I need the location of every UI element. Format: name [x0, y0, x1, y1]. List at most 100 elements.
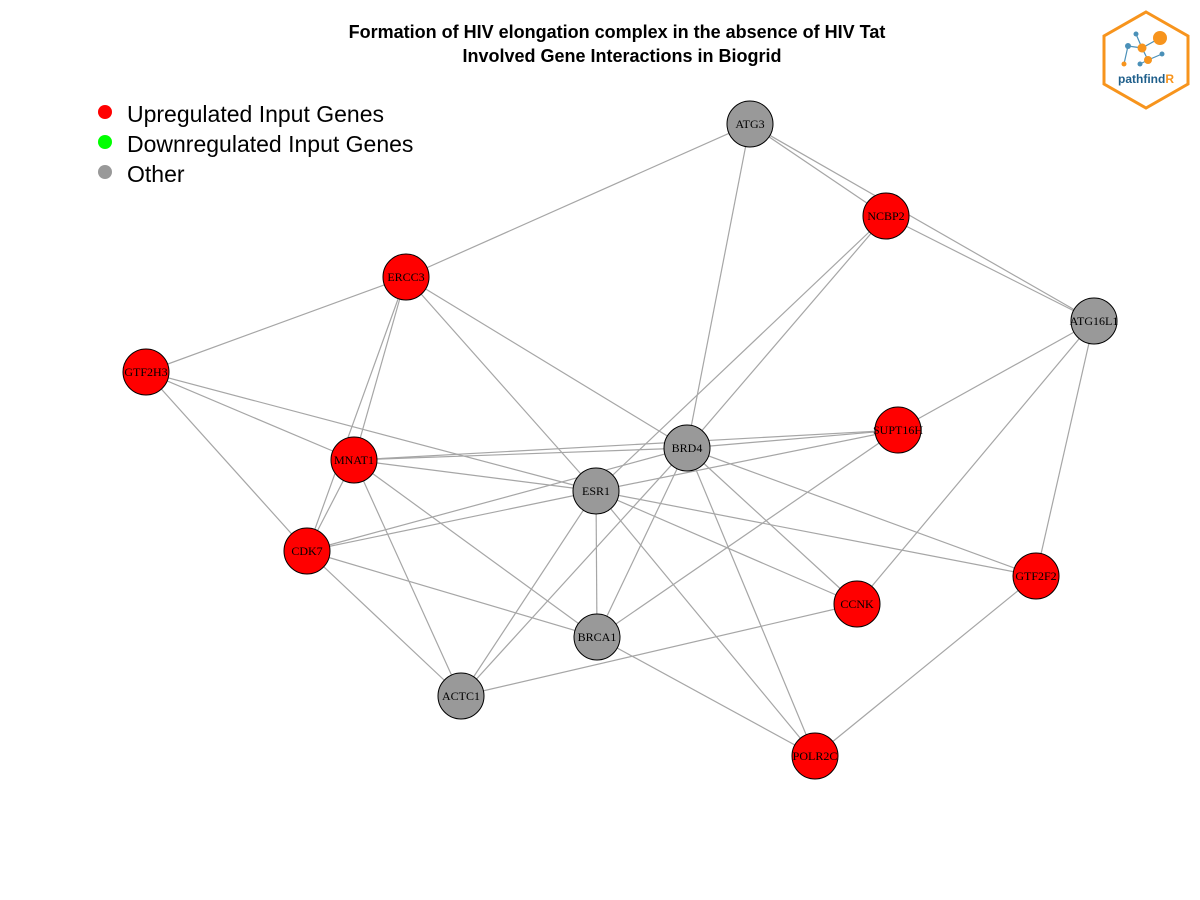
node-label: MNAT1: [334, 453, 374, 467]
node-circle[interactable]: [833, 580, 881, 628]
edge-esr1-brca1: [595, 490, 598, 638]
legend-swatch-upregulated: [98, 105, 112, 119]
node-circle[interactable]: [726, 100, 774, 148]
node-circle[interactable]: [382, 253, 430, 301]
edge-esr1-actc1: [460, 490, 597, 697]
node-circle[interactable]: [330, 436, 378, 484]
edge-ercc3-mnat1: [353, 276, 407, 461]
node-circle[interactable]: [791, 732, 839, 780]
node-atg16l1[interactable]: ATG16L1: [1070, 297, 1119, 345]
edge-brd4-actc1: [460, 447, 688, 697]
node-label: CDK7: [291, 544, 322, 558]
edge-atg3-ncbp2: [749, 123, 887, 217]
edge-ercc3-esr1: [405, 276, 597, 492]
node-actc1[interactable]: ACTC1: [437, 672, 485, 720]
legend-label-upregulated: Upregulated Input Genes: [127, 101, 384, 127]
node-circle[interactable]: [1070, 297, 1118, 345]
edge-mnat1-esr1: [353, 459, 597, 492]
edge-atg3-brd4: [686, 123, 751, 449]
edge-mnat1-supt16h: [353, 429, 899, 461]
legend: Upregulated Input Genes Downregulated In…: [98, 101, 413, 187]
edge-atg3-ercc3: [405, 123, 751, 278]
edge-ercc3-cdk7: [306, 276, 407, 552]
node-label: ATG3: [735, 117, 764, 131]
node-circle[interactable]: [572, 467, 620, 515]
edge-gtf2h3-mnat1: [145, 371, 355, 461]
edge-atg3-atg16l1: [749, 123, 1095, 322]
node-label: ACTC1: [442, 689, 480, 703]
nodes: ATG3 NCBP2 ERCC3 ATG16L1 GTF2H3 SUPT16H BRD4 MN…: [122, 100, 1119, 780]
node-circle[interactable]: [874, 406, 922, 454]
edge-ncbp2-brd4: [686, 215, 887, 449]
edge-brca1-polr2c: [596, 636, 816, 757]
node-brca1[interactable]: BRCA1: [573, 613, 621, 661]
edge-ncbp2-esr1: [595, 215, 887, 492]
node-label: NCBP2: [867, 209, 904, 223]
legend-swatch-other: [98, 165, 112, 179]
edge-cdk7-actc1: [306, 550, 462, 697]
logo-wordmark: pathfindR: [1118, 72, 1174, 86]
node-circle[interactable]: [437, 672, 485, 720]
node-label: BRD4: [672, 441, 703, 455]
node-label: SUPT16H: [873, 423, 923, 437]
edge-mnat1-actc1: [353, 459, 462, 697]
pathfindr-logo: pathfindR: [1102, 10, 1190, 110]
node-mnat1[interactable]: MNAT1: [330, 436, 378, 484]
edge-ncbp2-atg16l1: [885, 215, 1095, 322]
edge-atg16l1-ccnk: [856, 320, 1095, 605]
node-circle[interactable]: [283, 527, 331, 575]
edge-brd4-ccnk: [686, 447, 858, 605]
node-label: GTF2H3: [124, 365, 167, 379]
node-supt16h[interactable]: SUPT16H: [873, 406, 923, 454]
node-label: GTF2F2: [1015, 569, 1056, 583]
logo-wordmark-accent: R: [1165, 72, 1174, 86]
edge-brd4-gtf2f2: [686, 447, 1037, 577]
legend-swatch-downregulated: [98, 135, 112, 149]
edge-esr1-supt16h: [595, 429, 899, 492]
node-brd4[interactable]: BRD4: [663, 424, 711, 472]
edge-brd4-polr2c: [686, 447, 816, 757]
edge-brd4-brca1: [596, 447, 688, 638]
edge-esr1-gtf2f2: [595, 490, 1037, 577]
edge-mnat1-brd4: [353, 447, 688, 461]
edge-cdk7-brd4: [306, 447, 688, 552]
node-label: POLR2C: [793, 749, 838, 763]
legend-item-other: Other: [98, 161, 185, 187]
node-cdk7[interactable]: CDK7: [283, 527, 331, 575]
diagram-title-line2: Involved Gene Interactions in Biogrid: [462, 46, 781, 66]
node-circle[interactable]: [663, 424, 711, 472]
node-ncbp2[interactable]: NCBP2: [862, 192, 910, 240]
diagram-title-line1: Formation of HIV elongation complex in t…: [349, 22, 886, 42]
edge-ercc3-brd4: [405, 276, 688, 449]
legend-label-downregulated: Downregulated Input Genes: [127, 131, 413, 157]
legend-item-downregulated: Downregulated Input Genes: [98, 131, 413, 157]
legend-item-upregulated: Upregulated Input Genes: [98, 101, 384, 127]
node-label: ATG16L1: [1070, 314, 1119, 328]
edge-ercc3-gtf2h3: [145, 276, 407, 373]
edge-gtf2h3-esr1: [145, 371, 597, 492]
edge-cdk7-brca1: [306, 550, 598, 638]
edge-atg16l1-supt16h: [897, 320, 1095, 431]
node-ccnk[interactable]: CCNK: [833, 580, 881, 628]
edge-esr1-polr2c: [595, 490, 816, 757]
node-gtf2h3[interactable]: GTF2H3: [122, 348, 170, 396]
edge-gtf2f2-polr2c: [814, 575, 1037, 757]
edge-cdk7-esr1: [306, 490, 597, 552]
node-gtf2f2[interactable]: GTF2F2: [1012, 552, 1060, 600]
node-label: ERCC3: [387, 270, 424, 284]
node-circle[interactable]: [573, 613, 621, 661]
node-ercc3[interactable]: ERCC3: [382, 253, 430, 301]
edge-brd4-supt16h: [686, 429, 899, 449]
node-polr2c[interactable]: POLR2C: [791, 732, 839, 780]
node-circle[interactable]: [1012, 552, 1060, 600]
logo-network-nodes: [1121, 31, 1167, 67]
node-circle[interactable]: [122, 348, 170, 396]
node-circle[interactable]: [862, 192, 910, 240]
edge-gtf2h3-cdk7: [145, 371, 308, 552]
edge-ccnk-actc1: [460, 603, 858, 697]
node-atg3[interactable]: ATG3: [726, 100, 774, 148]
node-esr1[interactable]: ESR1: [572, 467, 620, 515]
node-label: CCNK: [840, 597, 874, 611]
node-label: ESR1: [582, 484, 610, 498]
edge-atg16l1-gtf2f2: [1035, 320, 1095, 577]
